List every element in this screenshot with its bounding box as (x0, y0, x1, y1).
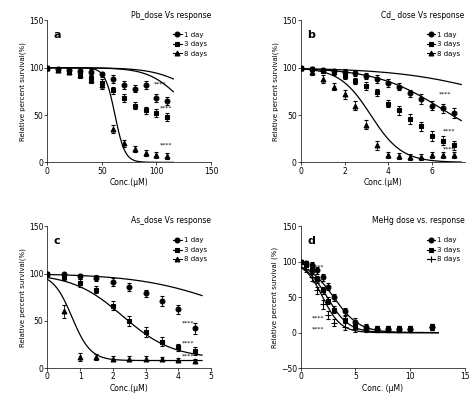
Text: ****: **** (182, 320, 194, 325)
Text: b: b (308, 30, 315, 40)
Y-axis label: Relative percent survival (%): Relative percent survival (%) (272, 247, 278, 348)
Text: ****: **** (443, 146, 455, 152)
Text: ****: **** (443, 128, 455, 134)
X-axis label: Conc. (μM): Conc. (μM) (362, 384, 403, 393)
Text: ****: **** (160, 106, 172, 111)
Y-axis label: Relative percent survival(%): Relative percent survival(%) (19, 42, 26, 141)
Text: ****: **** (312, 265, 324, 270)
Text: Pb_dose Vs response: Pb_dose Vs response (131, 11, 211, 20)
Text: a: a (54, 30, 62, 40)
Text: d: d (308, 236, 315, 246)
Text: Cd_ dose Vs response: Cd_ dose Vs response (381, 11, 465, 20)
Y-axis label: Relative percent survival(%): Relative percent survival(%) (273, 42, 280, 141)
Legend: 1 day, 3 days, 8 days: 1 day, 3 days, 8 days (173, 237, 208, 263)
Text: ****: **** (312, 316, 324, 321)
Text: ****: **** (182, 341, 194, 346)
Y-axis label: Relative percent survival(%): Relative percent survival(%) (19, 248, 26, 346)
Text: ****: **** (312, 281, 324, 285)
Text: c: c (54, 236, 61, 246)
Legend: 1 day, 3 days, 8 days: 1 day, 3 days, 8 days (426, 237, 461, 263)
Text: ****: **** (182, 353, 194, 358)
X-axis label: Conc.(μM): Conc.(μM) (110, 384, 148, 393)
Text: ****: **** (438, 92, 451, 97)
Text: ****: **** (154, 81, 167, 86)
X-axis label: Conc.(μM): Conc.(μM) (364, 178, 402, 187)
X-axis label: Conc.(μM): Conc.(μM) (110, 178, 148, 187)
Text: ****: **** (160, 143, 172, 148)
Text: ****: **** (312, 326, 324, 332)
Legend: 1 day, 3 days, 8 days: 1 day, 3 days, 8 days (426, 31, 461, 57)
Text: MeHg dose vs. response: MeHg dose vs. response (372, 216, 465, 225)
Text: As_dose Vs response: As_dose Vs response (131, 216, 211, 225)
Legend: 1 day, 3 days, 8 days: 1 day, 3 days, 8 days (173, 31, 208, 57)
